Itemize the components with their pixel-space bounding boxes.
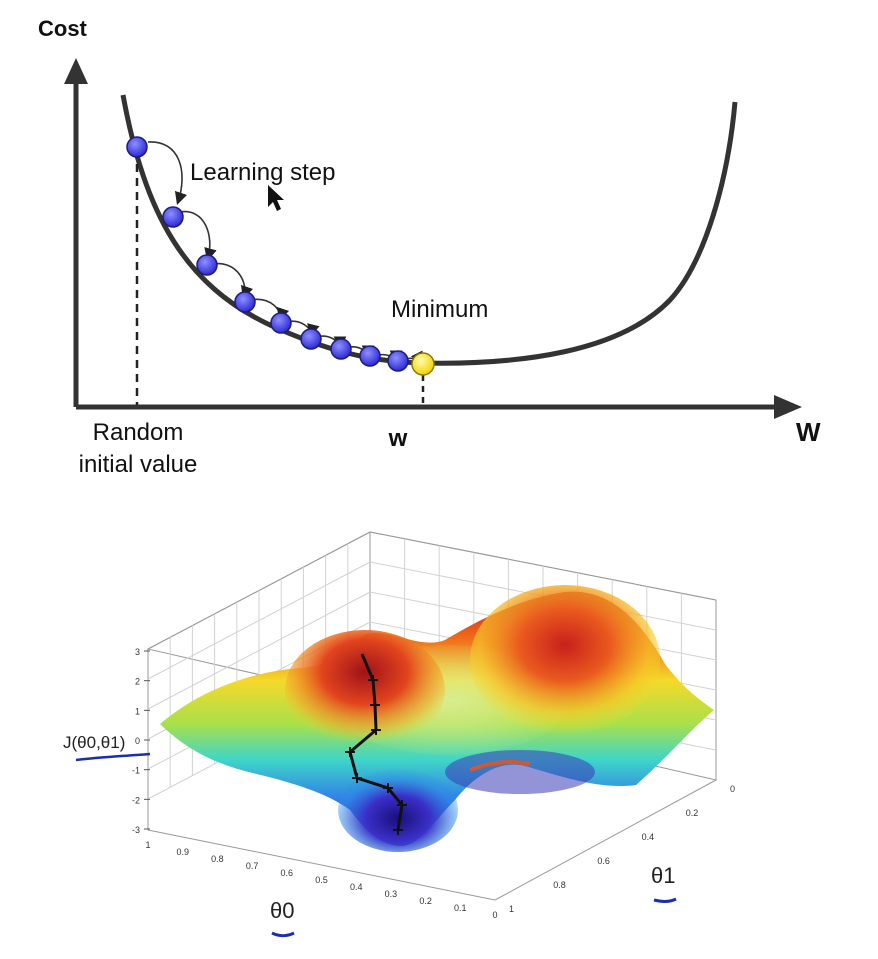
theta1-tick-label: 0.4 xyxy=(642,832,655,842)
random-initial-label-line1: Random xyxy=(93,419,184,446)
x-axis-arrowhead xyxy=(774,395,802,419)
step-point xyxy=(331,339,351,359)
step-point xyxy=(127,137,147,157)
theta0-tick-label: 0.3 xyxy=(385,889,398,899)
theta1-tick-label: 0.2 xyxy=(686,808,699,818)
w-marker-label: w xyxy=(388,425,408,452)
theta1-tick-label: 0 xyxy=(730,784,735,794)
theta0-tick-label: 0.8 xyxy=(211,854,224,864)
z-tick-label: 1 xyxy=(135,706,140,716)
step-point xyxy=(388,351,408,371)
cost-surface-plot: 3 2 1 0 -1 -2 -3 1 0.9 0.8 0.7 0.6 0.5 0.4 0.3 0.2 0.1 0… xyxy=(63,532,735,936)
mouse-cursor-icon xyxy=(268,185,284,211)
theta0-tick-label: 1 xyxy=(145,840,150,850)
z-tick-label: -2 xyxy=(132,795,140,805)
step-point xyxy=(301,329,321,349)
z-axis-ticks: 3 2 1 0 -1 -2 -3 xyxy=(132,647,150,835)
theta0-tick-label: 0.6 xyxy=(281,868,294,878)
theta0-tick-label: 0.2 xyxy=(419,896,432,906)
theta0-tick-label: 0.7 xyxy=(246,861,259,871)
z-tick-label: 3 xyxy=(135,647,140,657)
z-tick-label: -3 xyxy=(132,825,140,835)
z-tick-label: 0 xyxy=(135,736,140,746)
theta1-tick-label: 1 xyxy=(509,904,514,914)
step-point xyxy=(360,346,380,366)
left-peak xyxy=(285,630,445,750)
step-point xyxy=(235,292,255,312)
right-peak xyxy=(470,585,660,735)
theta1-axis-label: θ1 xyxy=(651,863,675,888)
right-trough xyxy=(445,750,595,794)
theta0-label-underline xyxy=(272,933,294,936)
theta0-axis-ticks: 1 0.9 0.8 0.7 0.6 0.5 0.4 0.3 0.2 0.1 0 xyxy=(145,840,497,920)
theta0-tick-label: 0.1 xyxy=(454,903,467,913)
random-initial-label-line2: initial value xyxy=(79,451,198,478)
step-point xyxy=(163,207,183,227)
theta1-tick-label: 0.6 xyxy=(597,856,610,866)
theta0-tick-label: 0.9 xyxy=(176,847,189,857)
y-axis-label: Cost xyxy=(38,16,88,41)
step-point xyxy=(271,313,291,333)
step-arrow xyxy=(148,142,182,202)
z-tick-label: -1 xyxy=(132,766,140,776)
theta0-tick-label: 0 xyxy=(492,910,497,920)
theta1-axis-ticks: 0 0.2 0.4 0.6 0.8 1 xyxy=(509,784,735,914)
z-axis-label-underline xyxy=(76,754,150,760)
x-axis-label: W xyxy=(796,417,821,447)
theta0-tick-label: 0.5 xyxy=(315,875,328,885)
learning-step-label: Learning step xyxy=(190,159,335,186)
z-axis-label: J(θ0,θ1) xyxy=(63,733,125,752)
step-point xyxy=(197,255,217,275)
y-axis-arrowhead xyxy=(64,58,88,84)
minimum-label: Minimum xyxy=(391,296,488,323)
theta0-tick-label: 0.4 xyxy=(350,882,363,892)
theta1-label-underline xyxy=(654,899,676,901)
step-arrow xyxy=(180,212,210,258)
theta1-tick-label: 0.8 xyxy=(553,880,566,890)
minimum-point xyxy=(412,353,434,375)
theta0-axis-label: θ0 xyxy=(270,898,294,923)
cost-curve-diagram: Cost W xyxy=(38,16,821,478)
z-tick-label: 2 xyxy=(135,677,140,687)
